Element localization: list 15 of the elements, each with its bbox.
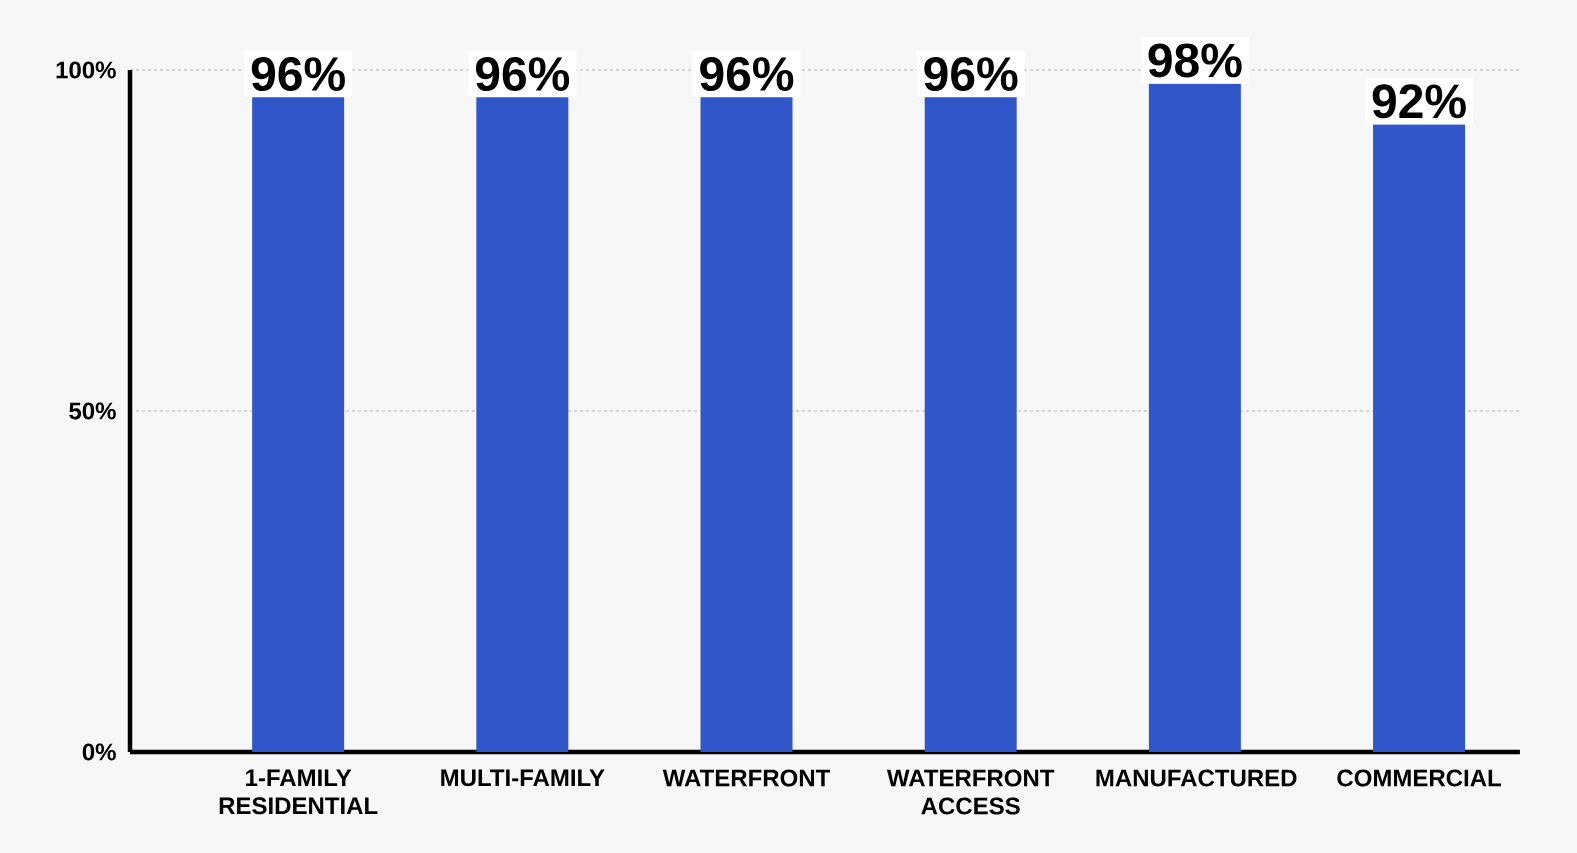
x-tick-label: MULTI-FAMILY [441, 769, 605, 787]
x-tick-label: WATERFRONT ACCESS [886, 769, 1055, 815]
x-tick-label: 1-FAMILY RESIDENTIAL [219, 769, 378, 815]
data-label: 92% [1372, 84, 1466, 119]
y-tick-label: 100% [56, 61, 116, 79]
data-label: 98% [1148, 43, 1242, 78]
x-tick-label: COMMERCIAL [1337, 769, 1501, 787]
data-label: 96% [700, 57, 794, 92]
x-tick-label: MANUFACTURED [1096, 769, 1297, 787]
data-label: 96% [924, 57, 1018, 92]
y-tick-label: 50% [69, 402, 116, 420]
x-tick-label: WATERFRONT [662, 769, 831, 787]
data-label: 96% [475, 57, 570, 92]
data-label: 96% [251, 57, 345, 92]
y-tick-label: 0% [82, 743, 116, 761]
